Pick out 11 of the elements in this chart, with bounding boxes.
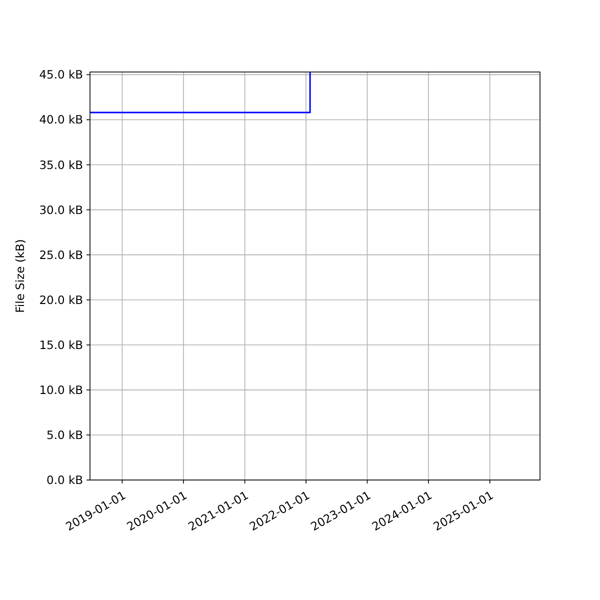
y-tick-label: 45.0 kB (39, 68, 84, 82)
y-tick-label: 0.0 kB (46, 473, 84, 487)
y-tick-label: 5.0 kB (46, 428, 84, 442)
y-tick-label: 10.0 kB (39, 382, 84, 397)
y-tick-label: 30.0 kB (39, 202, 84, 217)
y-tick-label: 40.0 kB (39, 112, 84, 127)
y-tick-label: 35.0 kB (39, 158, 84, 172)
y-tick-label: 15.0 kB (39, 338, 84, 352)
y-axis-title: File Size (kB) (13, 239, 27, 313)
y-tick-label: 25.0 kB (39, 248, 84, 262)
y-tick-label: 20.0 kB (39, 292, 84, 307)
